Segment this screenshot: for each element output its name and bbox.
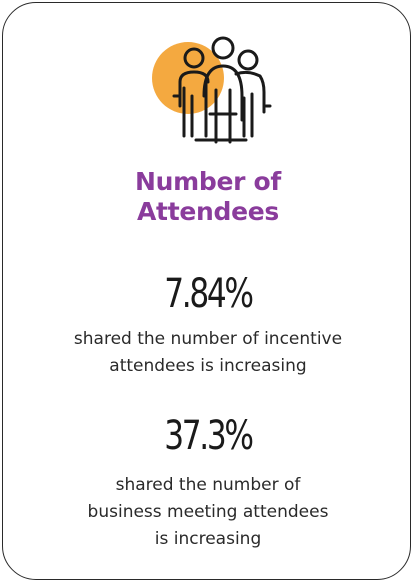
description-line: shared the number of incentive xyxy=(73,329,343,349)
description-line: shared the number of xyxy=(115,475,301,495)
title-line-1: Number of xyxy=(134,167,281,196)
title-line-2: Attendees xyxy=(137,197,279,226)
group-of-people-icon xyxy=(148,36,274,146)
stat-value-incentive: 7.84% xyxy=(164,271,254,317)
description-line: business meeting attendees xyxy=(87,502,329,522)
stat-description-incentive: shared the number of incentive attendees… xyxy=(0,326,416,380)
description-line: is increasing xyxy=(154,529,262,549)
stat-description-business: shared the number of business meeting at… xyxy=(0,472,416,553)
description-line: attendees is increasing xyxy=(109,356,307,376)
stat-value-business: 37.3% xyxy=(164,413,254,459)
card-title: Number of Attendees xyxy=(0,167,416,227)
